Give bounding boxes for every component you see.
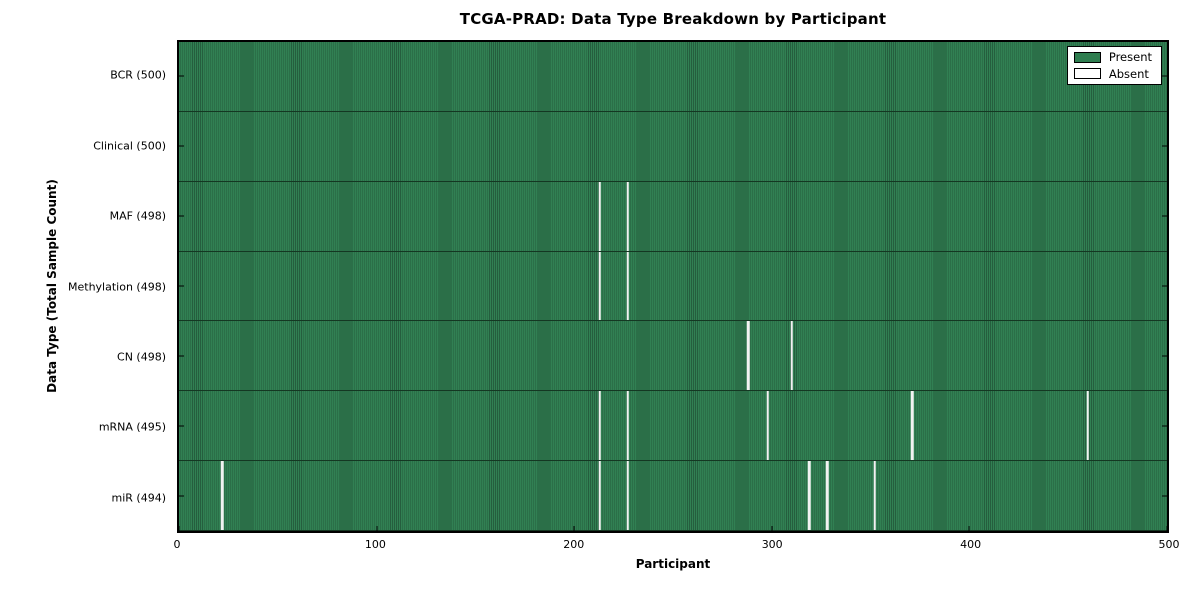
- x-tick-mark: [573, 526, 575, 531]
- absent-mark-mrna-227: [626, 391, 629, 461]
- heatmap-row-methylation: [179, 251, 1167, 322]
- x-tick-label-200: 200: [563, 538, 585, 551]
- heatmap-row-bcr: [179, 42, 1167, 112]
- heatmap-row-clinical: [179, 111, 1167, 182]
- heatmap-row-cn: [179, 321, 1167, 392]
- legend: Present Absent: [1066, 46, 1162, 86]
- absent-mark-mrna-298: [766, 391, 770, 461]
- absent-mark-mir-352: [873, 461, 876, 531]
- y-tick-label-clinical: Clinical (500): [93, 139, 166, 153]
- absent-mark-mir-328: [825, 461, 829, 531]
- y-tick-mark: [1162, 495, 1167, 497]
- y-tick-mark: [179, 75, 184, 77]
- legend-entry-present: Present: [1073, 50, 1152, 64]
- y-tick-mark: [179, 355, 184, 357]
- absent-mark-cn-288: [746, 321, 750, 391]
- y-tick-label-methylation: Methylation (498): [68, 280, 166, 293]
- chart-title: TCGA-PRAD: Data Type Breakdown by Partic…: [459, 10, 887, 28]
- y-tick-mark: [179, 145, 184, 147]
- x-tick-mark: [968, 526, 970, 531]
- y-tick-mark: [1162, 215, 1167, 217]
- x-tick-label-0: 0: [173, 538, 181, 551]
- heatmap-row-mir: [179, 461, 1167, 532]
- y-tick-mark: [1162, 425, 1167, 427]
- heatmap-row-mrna: [179, 391, 1167, 462]
- y-tick-mark: [179, 215, 184, 217]
- absent-mark-methylation-227: [626, 251, 629, 321]
- absent-mark-maf-227: [626, 181, 629, 251]
- absent-mark-maf-213: [598, 181, 602, 251]
- y-tick-label-cn: CN (498): [117, 350, 166, 364]
- absent-mark-methylation-213: [598, 251, 602, 321]
- x-tick-mark: [178, 526, 180, 531]
- y-tick-label-mrna: mRNA (495): [98, 420, 166, 434]
- legend-swatch-present-icon: [1073, 51, 1101, 63]
- x-tick-label-300: 300: [761, 538, 783, 551]
- x-tick-labels: 0 100 200 300 400 500: [173, 538, 1180, 552]
- absent-mark-mir-22: [221, 461, 224, 531]
- legend-label-present: Present: [1108, 50, 1152, 64]
- absent-mark-mrna-371: [910, 391, 914, 461]
- x-axis-label: Participant: [635, 557, 711, 571]
- x-tick-mark: [1166, 526, 1168, 531]
- x-tick-mark: [376, 526, 378, 531]
- y-tick-mark: [1162, 145, 1167, 147]
- heatmap-row-maf: [179, 181, 1167, 252]
- absent-mark-cn-310: [790, 321, 793, 391]
- y-tick-label-bcr: BCR (500): [110, 68, 166, 82]
- x-tick-mark: [771, 526, 773, 531]
- y-tick-mark: [1162, 355, 1167, 357]
- legend-entry-absent: Absent: [1073, 66, 1152, 81]
- y-tick-label-maf: MAF (498): [109, 209, 166, 223]
- y-tick-mark: [1162, 75, 1167, 77]
- x-tick-label-500: 500: [1158, 538, 1180, 551]
- legend-swatch-absent-icon: [1073, 68, 1101, 80]
- y-tick-mark: [179, 425, 184, 427]
- x-tick-label-100: 100: [364, 538, 386, 551]
- plot-area: Present Absent: [177, 40, 1169, 533]
- absent-mark-mir-319: [808, 461, 811, 531]
- absent-mark-mrna-213: [598, 391, 602, 461]
- y-tick-labels: BCR (500) Clinical (500) MAF (498) Methylat…: [0, 40, 172, 533]
- absent-mark-mrna-460: [1086, 391, 1090, 461]
- legend-label-absent: Absent: [1108, 66, 1149, 81]
- y-tick-mark: [179, 285, 184, 287]
- y-tick-mark: [179, 495, 184, 497]
- x-tick-label-400: 400: [960, 538, 982, 551]
- absent-mark-mir-213: [598, 461, 602, 531]
- absent-mark-mir-227: [626, 461, 629, 531]
- y-tick-mark: [1162, 285, 1167, 287]
- y-tick-label-mir: miR (494): [111, 491, 167, 505]
